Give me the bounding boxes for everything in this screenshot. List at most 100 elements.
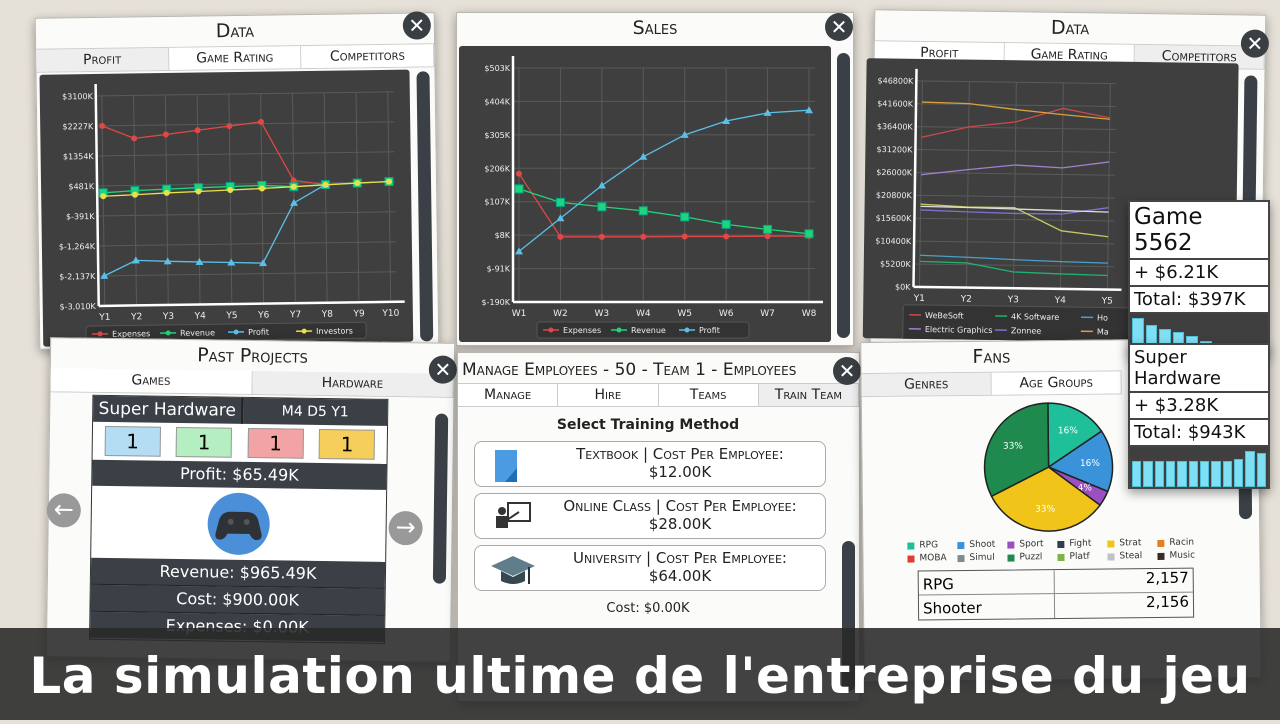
x-tick-label: Y1 bbox=[913, 294, 925, 304]
y-tick-label: $-2,137K bbox=[59, 272, 96, 282]
spark-bar bbox=[1211, 461, 1220, 487]
y-axis bbox=[913, 69, 916, 287]
scrollbar[interactable] bbox=[433, 414, 448, 584]
tab-hardware[interactable]: Hardware bbox=[252, 371, 454, 397]
close-icon[interactable]: ✕ bbox=[833, 357, 861, 385]
count-cell: 2,156 bbox=[1055, 593, 1193, 618]
spark-bar bbox=[1155, 461, 1164, 487]
y-tick-label: $3100K bbox=[62, 92, 94, 101]
data-point bbox=[681, 213, 689, 221]
y-tick-label: $36400K bbox=[877, 122, 914, 132]
data-point bbox=[639, 153, 647, 160]
y-tick-label: $-391K bbox=[66, 212, 95, 221]
x-tick-label: Y2 bbox=[960, 295, 972, 305]
tab-hire[interactable]: Hire bbox=[558, 384, 658, 406]
score-box: 1 bbox=[176, 427, 232, 458]
profit-chart-svg: $-3,010K$-2,137K$-1,264K$-391K$481K$1354… bbox=[39, 70, 413, 347]
data-point bbox=[599, 234, 605, 240]
tab-competitors[interactable]: Competitors bbox=[301, 44, 434, 68]
data-point bbox=[163, 131, 169, 137]
data-point bbox=[99, 123, 105, 129]
data-point bbox=[598, 182, 606, 189]
past-projects-window: Past Projects Games Hardware Super Hardw… bbox=[46, 337, 455, 663]
tab-manage[interactable]: Manage bbox=[458, 384, 558, 406]
data-profit-window: Data Profit Game Rating Competitors $-3,… bbox=[35, 12, 440, 350]
y-tick-label: $481K bbox=[68, 182, 94, 191]
tooltip-total: Total: $943K bbox=[1130, 420, 1268, 447]
method-name: University | Cost Per Employee: bbox=[535, 549, 825, 567]
legend-item: RPG bbox=[907, 540, 957, 551]
gridline bbox=[165, 95, 168, 305]
next-arrow-icon[interactable]: → bbox=[388, 511, 422, 545]
project-cost: Cost: $900.00K bbox=[90, 585, 384, 616]
legend-label: WeBeSoft bbox=[925, 311, 964, 321]
y-tick-label: $503K bbox=[484, 64, 510, 73]
spark-bar bbox=[1189, 461, 1198, 487]
legend-swatch bbox=[1157, 539, 1164, 546]
y-tick-label: $26000K bbox=[876, 168, 913, 178]
gridline bbox=[197, 95, 200, 305]
y-tick-label: $-91K bbox=[487, 265, 511, 274]
legend-label: 4K Software bbox=[1011, 312, 1059, 322]
data-point bbox=[598, 203, 606, 211]
data-point bbox=[290, 199, 298, 206]
gridline bbox=[98, 272, 396, 276]
y-tick-label: $0K bbox=[895, 283, 911, 292]
gridline bbox=[356, 92, 359, 302]
method-cost: $28.00K bbox=[535, 515, 825, 533]
legend-item: Puzzl bbox=[1007, 552, 1057, 563]
tab-train-team[interactable]: Train Team bbox=[759, 384, 859, 406]
training-method-university[interactable]: University | Cost Per Employee: $64.00K bbox=[474, 545, 826, 591]
previous-arrow-icon[interactable]: ← bbox=[47, 493, 81, 527]
legend-item: Steal bbox=[1107, 551, 1157, 562]
legend-item: Music bbox=[1157, 550, 1207, 561]
data-point bbox=[639, 207, 647, 215]
pie-slice-label: 16% bbox=[1058, 426, 1079, 436]
legend-label: Investors bbox=[316, 326, 353, 336]
legend-marker bbox=[549, 328, 554, 333]
training-method-textbook[interactable]: Textbook | Cost Per Employee: $12.00K bbox=[474, 441, 826, 487]
tooltip-title: Super Hardware bbox=[1130, 345, 1268, 393]
data-point bbox=[515, 185, 523, 193]
data-point bbox=[805, 230, 813, 238]
method-cost: $12.00K bbox=[535, 463, 825, 481]
scrollbar[interactable] bbox=[416, 71, 433, 341]
legend-item: MOBA bbox=[907, 553, 957, 564]
close-icon[interactable]: ✕ bbox=[1241, 29, 1269, 57]
data-point bbox=[765, 233, 771, 239]
x-tick-label: Y3 bbox=[1007, 295, 1019, 305]
legend-label: Ma bbox=[1097, 327, 1109, 336]
pie-slice-label: 33% bbox=[1035, 504, 1056, 514]
data-point bbox=[556, 198, 564, 206]
tab-profit[interactable]: Profit bbox=[36, 48, 169, 72]
data-point bbox=[557, 234, 563, 240]
y-tick-label: $20800K bbox=[876, 191, 913, 201]
y-tick-label: $305K bbox=[484, 131, 510, 140]
x-tick-label: W5 bbox=[677, 309, 692, 319]
legend-label: Profit bbox=[248, 328, 269, 337]
training-method-online-class[interactable]: Online Class | Cost Per Employee: $28.00… bbox=[474, 493, 826, 539]
legend-swatch bbox=[957, 542, 964, 549]
y-tick-label: $8K bbox=[495, 231, 511, 240]
legend-item: Sport bbox=[1007, 539, 1057, 550]
graduation-cap-icon bbox=[491, 554, 535, 594]
promo-banner: La simulation ultime de l'entreprise du … bbox=[0, 628, 1280, 720]
y-tick-label: $206K bbox=[484, 164, 510, 173]
tab-games[interactable]: Games bbox=[50, 368, 252, 394]
legend-swatch bbox=[1057, 540, 1064, 547]
y-tick-label: $-3,010K bbox=[60, 302, 97, 312]
scrollbar[interactable] bbox=[837, 53, 850, 338]
tab-genres[interactable]: Genres bbox=[862, 373, 992, 396]
x-tick-label: W6 bbox=[719, 309, 734, 319]
close-icon[interactable]: ✕ bbox=[825, 13, 853, 41]
tab-game-rating[interactable]: Game Rating bbox=[169, 46, 302, 70]
tooltip-title: Game 5562 bbox=[1130, 202, 1268, 260]
gridline bbox=[324, 93, 327, 303]
tab-age-groups[interactable]: Age Groups bbox=[992, 371, 1122, 394]
legend-swatch bbox=[907, 542, 914, 549]
tab-teams[interactable]: Teams bbox=[659, 384, 759, 406]
project-name: Super Hardware bbox=[93, 396, 243, 424]
x-tick-label: W4 bbox=[636, 309, 651, 319]
spark-bar bbox=[1257, 453, 1266, 487]
legend-item: Platf bbox=[1057, 552, 1107, 563]
